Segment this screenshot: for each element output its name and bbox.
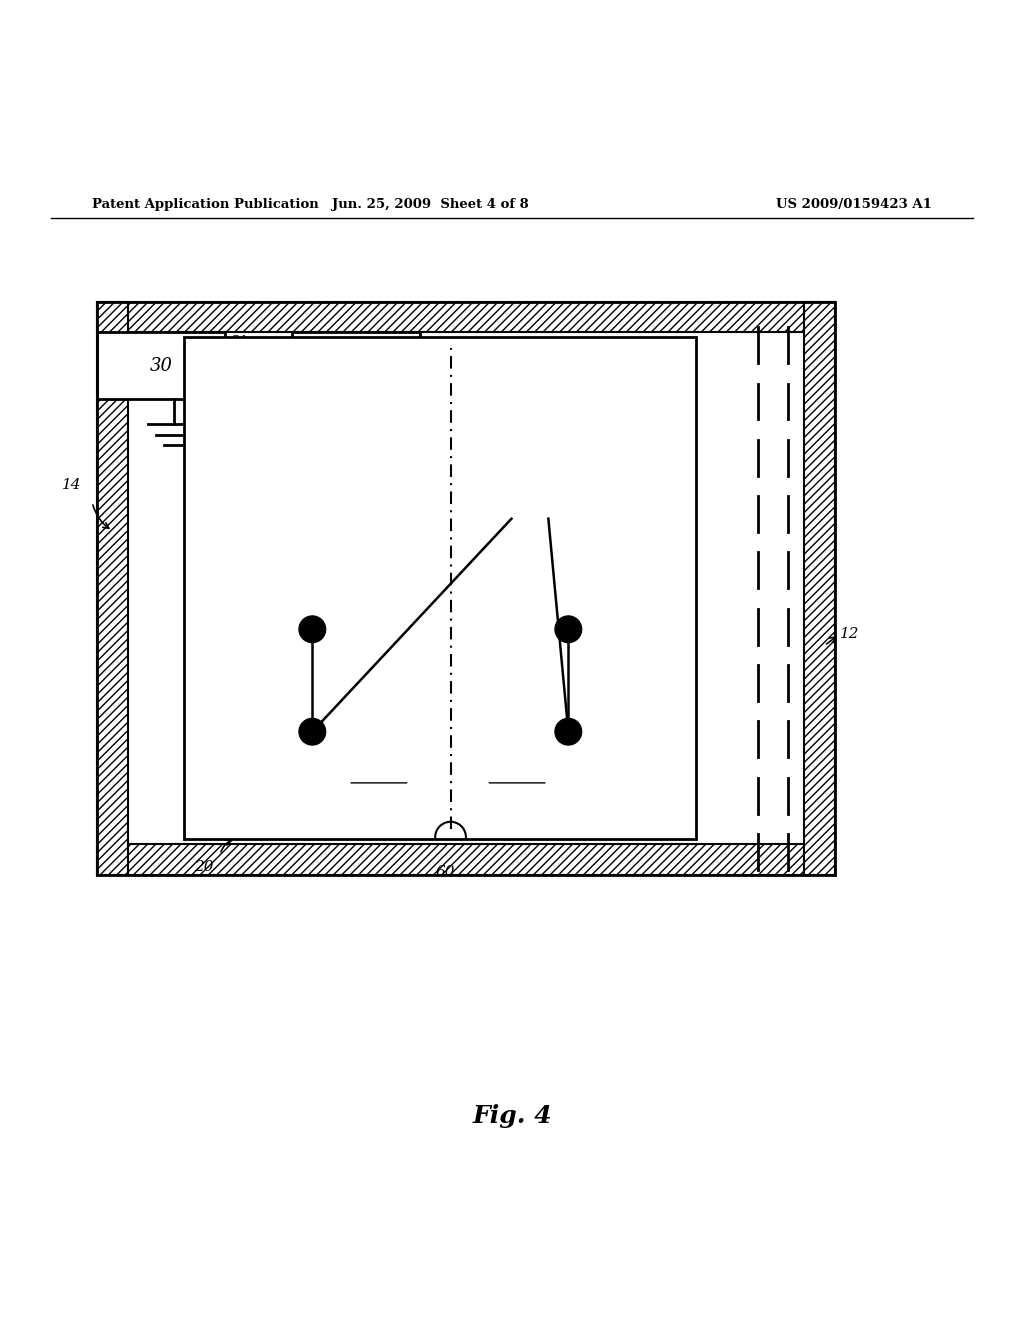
Bar bbox=[804, 301, 835, 875]
Text: 61: 61 bbox=[507, 771, 527, 785]
Text: 54: 54 bbox=[297, 746, 314, 759]
Text: 51: 51 bbox=[589, 612, 606, 626]
Bar bbox=[451, 449, 589, 519]
Bar bbox=[440, 405, 492, 434]
Text: 62: 62 bbox=[369, 771, 389, 785]
Text: Jun. 25, 2009  Sheet 4 of 8: Jun. 25, 2009 Sheet 4 of 8 bbox=[332, 198, 528, 211]
Text: 77: 77 bbox=[530, 434, 548, 449]
Bar bbox=[97, 301, 128, 875]
Bar bbox=[97, 333, 225, 399]
Circle shape bbox=[555, 616, 582, 643]
Text: 34: 34 bbox=[481, 391, 499, 405]
Text: 52: 52 bbox=[589, 735, 606, 748]
Bar bbox=[184, 338, 696, 840]
Text: 32: 32 bbox=[230, 371, 248, 385]
Text: 12: 12 bbox=[840, 627, 859, 642]
Text: 53: 53 bbox=[307, 612, 325, 626]
Text: 31: 31 bbox=[230, 335, 248, 348]
Bar bbox=[97, 301, 835, 875]
Text: 20: 20 bbox=[195, 859, 214, 874]
Bar bbox=[292, 333, 420, 399]
Text: US 2009/0159423 A1: US 2009/0159423 A1 bbox=[776, 198, 932, 211]
Text: 60: 60 bbox=[435, 865, 456, 879]
Text: Patent Application Publication: Patent Application Publication bbox=[92, 198, 318, 211]
Text: Fig. 4: Fig. 4 bbox=[472, 1104, 552, 1127]
Bar bbox=[97, 301, 835, 333]
Circle shape bbox=[299, 616, 326, 643]
Text: 14: 14 bbox=[62, 478, 82, 492]
Text: 72: 72 bbox=[477, 537, 495, 552]
Text: 40: 40 bbox=[344, 356, 368, 375]
Circle shape bbox=[555, 718, 582, 744]
Text: 71: 71 bbox=[558, 537, 575, 552]
Text: 70: 70 bbox=[508, 475, 531, 492]
Bar bbox=[97, 845, 835, 875]
Circle shape bbox=[299, 718, 326, 744]
Text: 30: 30 bbox=[150, 356, 173, 375]
